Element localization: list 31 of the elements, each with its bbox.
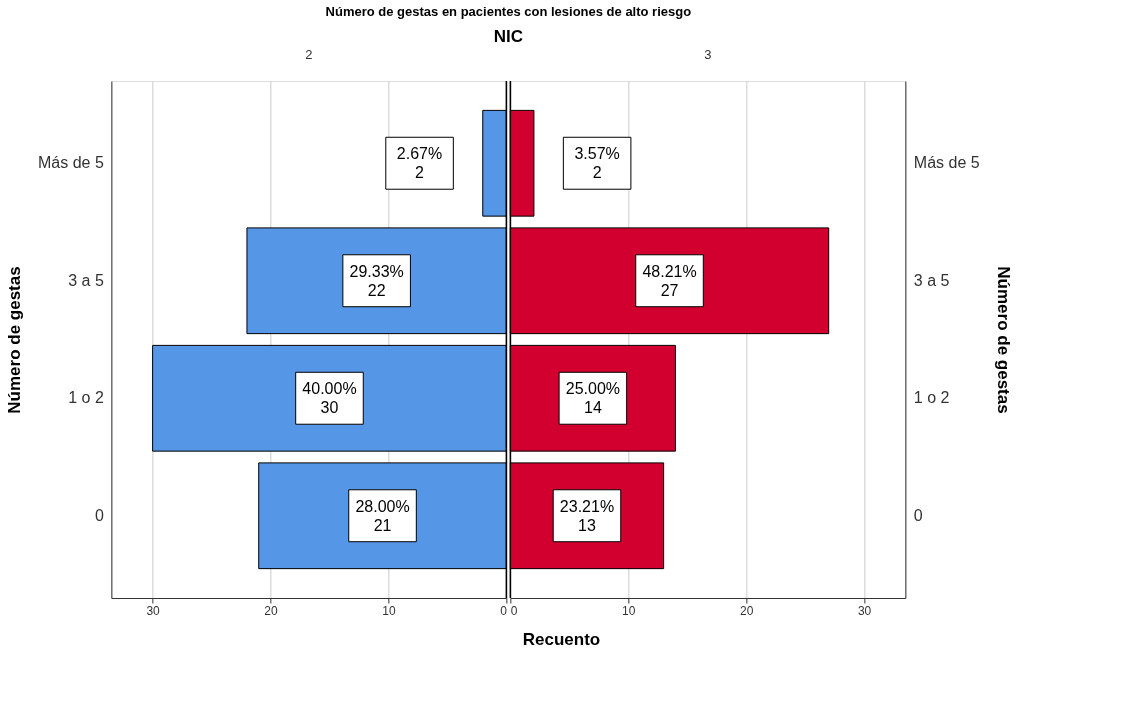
y-tick-label: 3 a 5 [913, 271, 950, 289]
x-tick-label: 10 [622, 603, 636, 618]
data-label: 28.00% 21 [355, 497, 410, 534]
x-tick-label: 30 [146, 603, 161, 618]
y-tick-label: Más de 5 [38, 154, 104, 172]
x-tick-label: 20 [739, 603, 754, 618]
data-label: 29.33% 22 [349, 262, 404, 299]
x-tick-label: 10 [382, 603, 396, 618]
y-tick-label: 1 o 2 [913, 389, 950, 407]
y-tick-label: Más de 5 [913, 154, 980, 172]
data-label: 23.21% 13 [559, 497, 615, 534]
data-label: 25.00% 14 [565, 380, 621, 417]
x-tick-label: 0 [510, 603, 518, 618]
data-label: 48.21% 27 [642, 262, 697, 299]
x-tick-label: 0 [500, 603, 508, 618]
y-tick-label: 0 [94, 506, 104, 524]
chart-subtitle: NIC [493, 26, 523, 46]
x-tick-label: 30 [857, 603, 872, 618]
x-axis-title: Recuento [522, 630, 601, 649]
y-axis-title: Número de gestas [993, 266, 1013, 414]
x-tick-label: 20 [264, 603, 279, 618]
x2-axis-title: 3 [704, 47, 712, 63]
chart-title: Número de gestas en pacientes con lesiones de alto riesgo [325, 3, 692, 19]
y-tick-label: 0 [913, 506, 923, 524]
y-tick-label: 3 a 5 [68, 271, 104, 289]
data-label: 3.57% 2 [574, 145, 620, 182]
data-label: 40.00% 30 [302, 380, 357, 417]
data-label: 2.67% 2 [396, 145, 443, 182]
y-tick-label: 1 o 2 [68, 389, 104, 407]
y-axis-title: Número de gestas [5, 266, 25, 414]
x2-axis-title: 2 [305, 47, 313, 63]
